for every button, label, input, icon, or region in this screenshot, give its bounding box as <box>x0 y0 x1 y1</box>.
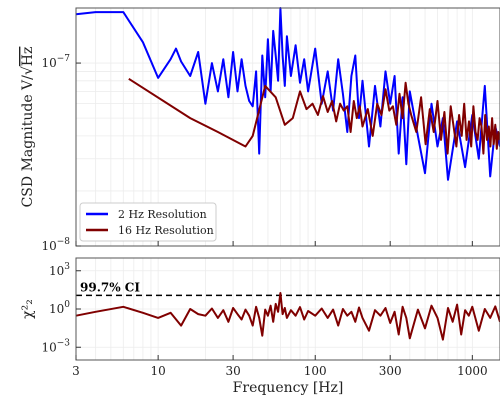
top-grid <box>75 7 500 247</box>
bottom-series <box>75 292 500 341</box>
top-axes-frame <box>75 7 500 247</box>
legend-label-2hz: 2 Hz Resolution <box>118 208 207 221</box>
xtick-label-3: 100 <box>304 364 327 378</box>
top-series-line-0 <box>75 7 500 181</box>
xtick-label-1: 10 <box>151 364 166 378</box>
top-panel: 10−7 10−8 CSD Magnitude V/√Hz 2 Hz Resolu… <box>20 7 500 253</box>
bottom-ytick-label-2: 10−3 <box>41 338 70 354</box>
x-axis-label: Frequency [Hz] <box>233 380 344 396</box>
top-yticks: 10−7 10−8 <box>41 54 81 253</box>
bottom-ytick-label-1: 100 <box>49 300 70 316</box>
bottom-yticks: 103 100 10−3 <box>41 262 81 354</box>
legend-box <box>79 202 217 242</box>
top-series-line-1 <box>128 77 500 155</box>
bottom-ytick-label-0: 103 <box>49 262 70 278</box>
xtick-label-2: 30 <box>225 364 240 378</box>
xtick-label-4: 300 <box>379 364 402 378</box>
bottom-series-line-0 <box>75 292 500 341</box>
xtick-label-5: 1000 <box>457 364 488 378</box>
bottom-grid <box>75 258 500 360</box>
top-ytick-label-1: 10−8 <box>41 237 70 253</box>
bottom-y-axis-label: χ²₂ <box>20 299 36 319</box>
xtick-label-0: 3 <box>72 364 80 378</box>
top-ytick-label-0: 10−7 <box>41 54 70 70</box>
x-ticks: 3 10 30 100 300 1000 <box>72 241 488 378</box>
top-series <box>75 7 500 181</box>
legend-label-16hz: 16 Hz Resolution <box>118 224 214 237</box>
legend: 2 Hz Resolution 16 Hz Resolution <box>79 202 217 242</box>
ci-annotation: 99.7% CI <box>80 280 140 294</box>
top-y-axis-label: CSD Magnitude V/√Hz <box>20 47 36 208</box>
